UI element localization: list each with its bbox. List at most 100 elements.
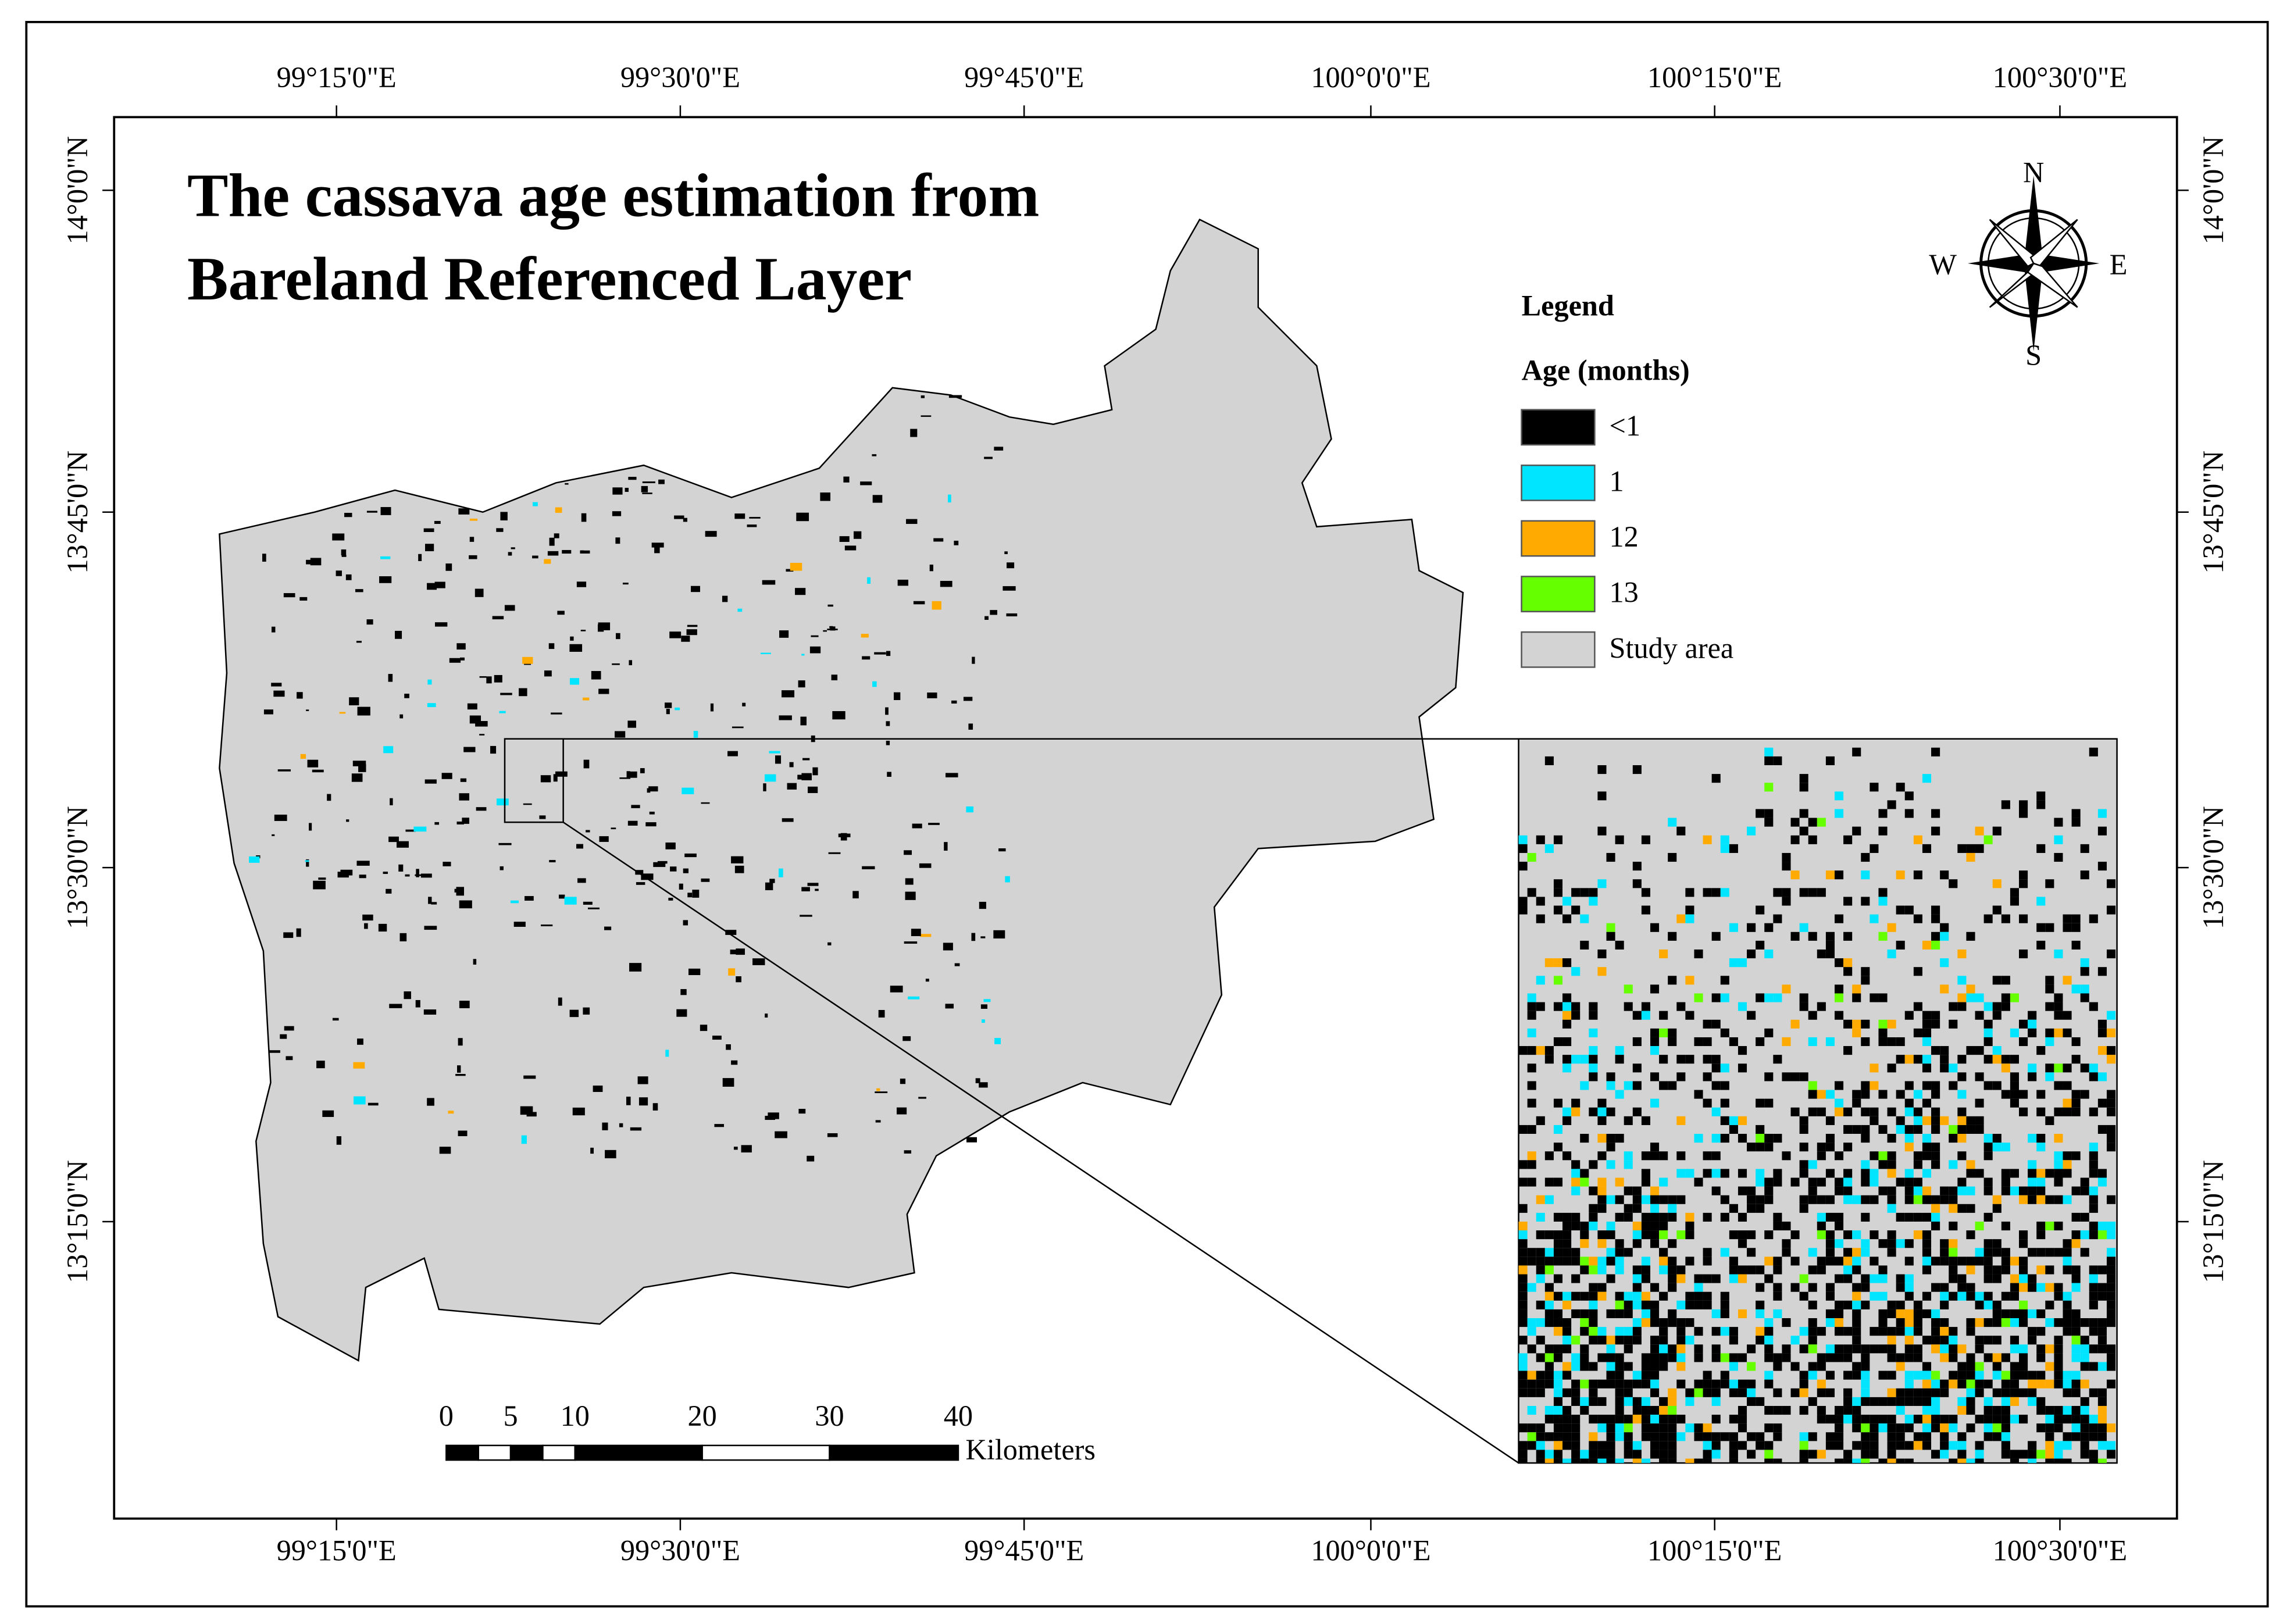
inset-cell [1870, 1327, 1879, 1336]
inset-cell [1562, 1327, 1572, 1336]
patch [920, 934, 932, 937]
inset-cell [1756, 1283, 1765, 1292]
inset-cell [2001, 1055, 2010, 1064]
inset-cell [1992, 1309, 2002, 1319]
patch [448, 1111, 454, 1114]
inset-cell [1527, 1081, 1536, 1090]
inset-cell [2063, 1309, 2072, 1319]
inset-cell [1799, 1379, 1808, 1389]
inset-cell [1606, 931, 1615, 941]
inset-cell [1983, 1257, 1993, 1266]
inset-cell [1817, 1379, 1826, 1389]
patch [263, 709, 273, 715]
patch [424, 779, 437, 784]
inset-cell [1992, 1353, 2002, 1362]
inset-cell [1518, 897, 1528, 906]
inset-cell [1799, 826, 1808, 836]
inset-cell [1764, 1186, 1774, 1195]
patch [504, 605, 515, 611]
inset-cell [1957, 1362, 1967, 1371]
inset-cell [1870, 993, 1879, 1002]
inset-cell [1896, 1116, 1905, 1125]
patch [683, 517, 687, 522]
inset-cell [1817, 1257, 1826, 1266]
legend-label: <1 [1610, 409, 1641, 442]
inset-cell [1606, 1143, 1615, 1152]
inset-cell [1887, 1423, 1896, 1433]
patch [582, 697, 590, 701]
inset-cell [2010, 993, 2020, 1002]
patch [954, 963, 960, 966]
inset-cell [1624, 1397, 1633, 1406]
inset-cell [1580, 1055, 1589, 1064]
inset-cell [2010, 1344, 2020, 1354]
legend-swatch [1521, 631, 1596, 668]
inset-cell [1992, 1336, 2002, 1345]
inset-cell [1966, 1397, 1975, 1406]
inset-cell [1922, 1265, 1932, 1275]
inset-cell [1843, 1388, 1853, 1397]
inset-cell [1553, 1257, 1563, 1266]
inset-cell [1949, 1458, 1958, 1464]
inset-cell [1782, 984, 1791, 994]
inset-cell [1562, 958, 1572, 968]
inset-cell [1544, 1300, 1554, 1309]
inset-cell [1773, 1212, 1782, 1222]
inset-cell [2071, 1037, 2081, 1047]
inset-cell [1940, 1116, 1949, 1125]
inset-cell [2019, 914, 2028, 923]
inset-cell [1597, 1379, 1607, 1389]
inset-cell [1773, 1388, 1782, 1397]
inset-cell [2045, 1028, 2054, 1037]
inset-cell [1694, 1432, 1703, 1441]
inset-cell [1834, 870, 1844, 880]
inset-cell [1597, 765, 1607, 774]
inset-cell [1861, 1090, 1870, 1099]
inset-cell [2097, 1397, 2107, 1406]
patch [809, 646, 821, 654]
inset-cell [1922, 1011, 1932, 1020]
inset-cell [1641, 1002, 1650, 1011]
inset-cell [1949, 1379, 1958, 1389]
patch [500, 693, 512, 695]
inset-cell [2019, 1362, 2028, 1371]
inset-cell [1957, 1432, 1967, 1441]
patch [679, 883, 683, 890]
inset-cell [1676, 1274, 1686, 1283]
inset-cell [1544, 1265, 1554, 1275]
inset-cell [2097, 1230, 2107, 1240]
patch [900, 1079, 906, 1084]
inset-cell [1940, 1344, 1949, 1354]
inset-cell [1834, 1107, 1844, 1116]
patch [427, 703, 436, 708]
inset-cell [1615, 1046, 1624, 1055]
inset-cell [1852, 1336, 1861, 1345]
inset-cell [1764, 1450, 1774, 1459]
inset-cell [1949, 1204, 1958, 1213]
inset-cell [1589, 1107, 1598, 1116]
inset-cell [1782, 897, 1791, 906]
inset-cell [1597, 1116, 1607, 1125]
inset-cell [1544, 1370, 1554, 1380]
inset-cell [1668, 1397, 1677, 1406]
inset-cell [2045, 1432, 2054, 1441]
inset-cell [1896, 1055, 1905, 1064]
inset-cell [1527, 1002, 1536, 1011]
inset-cell [1966, 1379, 1975, 1389]
inset-cell [1632, 765, 1642, 774]
inset-cell [2054, 1063, 2063, 1073]
inset-cell [1949, 1257, 1958, 1266]
inset-cell [1983, 1397, 1993, 1406]
patch [668, 897, 673, 901]
inset-cell [1817, 1415, 1826, 1424]
inset-cell [2054, 1134, 2063, 1143]
inset-cell [1931, 1160, 1940, 1169]
patch [642, 492, 652, 494]
patch [731, 856, 744, 863]
inset-cell [1615, 1195, 1624, 1204]
inset-cell [2071, 1098, 2081, 1108]
inset-cell [1834, 1327, 1844, 1336]
inset-cell [2010, 1397, 2020, 1406]
inset-cell [1843, 1458, 1853, 1464]
inset-cell [1668, 1212, 1677, 1222]
